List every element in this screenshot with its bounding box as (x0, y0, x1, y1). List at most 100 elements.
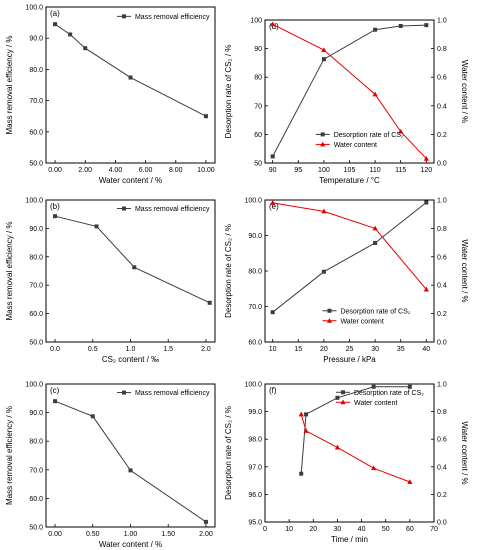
legend: Desorption rate of CS₂ Water content (335, 390, 424, 407)
legend-marker (320, 132, 325, 137)
data-point-triangle (334, 444, 341, 450)
panel-label: (d) (269, 22, 279, 31)
y-tick-label: 80.0 (29, 439, 43, 446)
y2-tick-label: 0.8 (437, 409, 447, 416)
x-tick-label: 60 (406, 526, 414, 533)
x-tick-label: 0 (263, 526, 267, 533)
data-point-square (270, 154, 275, 159)
panel-c: (c) 0.00 0.50 1.00 1.50 2.00 50.0 60.0 70.0 80.0 9… (5, 382, 216, 549)
x-tick-label: 95 (294, 167, 302, 174)
panel-f: (f) 0 10 20 30 40 50 60 70 95.0 96.0 97.0 98.0 99.0 10… (224, 382, 469, 545)
x-tick-label: 0.00 (48, 167, 62, 174)
x-axis-label: Pressure / kPa (323, 355, 376, 364)
x-tick-label: 0.00 (48, 531, 62, 538)
x-tick-label: 70 (430, 526, 438, 533)
series-line-1 (272, 202, 427, 290)
x-tick-label: 4.00 (109, 167, 123, 174)
y-tick-label: 60 (254, 132, 262, 139)
y2-tick-label: 0.8 (437, 226, 447, 233)
legend: Mass removal efficiency (116, 14, 210, 21)
panel-d: (d) 90 95 100 105 110 115 120 50 60 70 80 90 100 0.0 0.… (224, 18, 469, 186)
legend-marker (121, 206, 126, 211)
legend-marker (326, 317, 333, 323)
x-tick-label: 2.0 (201, 346, 211, 353)
y2-axis-label: Water content / % (460, 60, 469, 123)
x-tick-label: 115 (395, 167, 406, 174)
x-tick-label: 25 (346, 346, 354, 353)
data-point-square (53, 214, 58, 219)
data-point-square (68, 32, 73, 37)
x-tick-label: 0.5 (88, 346, 98, 353)
y-tick-label: 80.0 (248, 269, 262, 276)
data-point-triangle (423, 286, 429, 292)
data-point-square (270, 310, 275, 315)
data-point-square (203, 114, 208, 119)
y-axis-label: Mass removal efficiency / % (5, 222, 14, 321)
legend-entry: Mass removal efficiency (135, 206, 210, 213)
legend: Mass removal efficiency (116, 206, 210, 213)
panel-label: (e) (269, 202, 279, 211)
data-point-square (335, 395, 340, 400)
data-point-triangle (298, 411, 304, 417)
y-tick-label: 80.0 (29, 67, 43, 74)
y-tick-label: 99.0 (248, 409, 262, 416)
x-tick-label: 90 (269, 167, 277, 174)
panel-a: (a) 0.00 2.00 4.00 6.00 8.00 10.00 50.0 60.0 70.0… (5, 5, 216, 185)
data-point-square (128, 75, 133, 80)
x-tick-label: 30 (334, 526, 342, 533)
series-line-0 (54, 215, 210, 304)
y-tick-label: 96.0 (248, 492, 262, 499)
x-tick-label: 35 (397, 346, 405, 353)
x-tick-label: 1.5 (163, 346, 173, 353)
data-point-triangle (270, 21, 276, 27)
plot-frame (45, 6, 216, 164)
x-tick-label: 50 (382, 526, 390, 533)
data-point-square (321, 269, 326, 274)
legend-entry: Desorption rate of CS₂ (340, 308, 410, 315)
series-line-0 (54, 23, 207, 117)
data-point-square (299, 471, 304, 476)
data-point-square (132, 265, 137, 270)
y-tick-label: 98.0 (248, 437, 262, 444)
data-point-triangle (372, 225, 378, 231)
y-tick-label: 60.0 (248, 340, 262, 347)
y2-tick-label: 0.4 (437, 103, 447, 110)
y-axis-label: Mass removal efficiency / % (5, 36, 14, 135)
legend-entry: Desorption rate of CS₂ (354, 390, 424, 397)
x-tick-label: 15 (294, 346, 302, 353)
x-tick-label: 40 (422, 346, 430, 353)
y-tick-label: 50.0 (29, 525, 43, 532)
x-tick-label: 30 (371, 346, 379, 353)
y-axis-label: Mass removal efficiency / % (5, 406, 14, 505)
y-tick-label: 60.0 (29, 311, 43, 318)
x-tick-label: 110 (370, 167, 381, 174)
y2-tick-label: 1.0 (437, 198, 447, 205)
plot-frame (45, 383, 216, 528)
y2-tick-label: 0.0 (437, 520, 447, 527)
y-tick-label: 50.0 (29, 161, 43, 168)
legend-marker (121, 390, 126, 395)
x-tick-label: 2.00 (199, 531, 213, 538)
y2-tick-label: 1.0 (437, 382, 447, 389)
legend-marker (340, 399, 346, 405)
data-point-square (398, 24, 403, 29)
panel-b: (b) 0.0 0.5 1.0 1.5 2.0 50.0 60.0 70.0 80.0 90.0 10… (5, 198, 216, 364)
y-tick-label: 90 (254, 46, 262, 53)
y-tick-label: 100.0 (244, 198, 262, 205)
x-tick-label: 100 (318, 167, 330, 174)
legend-entry: Water content (340, 318, 383, 325)
x-tick-label: 1.00 (124, 531, 138, 538)
y-tick-label: 100.0 (25, 382, 43, 389)
y-axis-label: Desorption rate of CS₂ / % (224, 45, 233, 139)
y2-tick-label: 0.0 (437, 161, 447, 168)
data-point-square (371, 384, 376, 389)
panel-label: (a) (50, 9, 60, 18)
x-tick-label: 10 (269, 346, 277, 353)
y2-tick-label: 0.0 (437, 340, 447, 347)
data-point-square (94, 224, 99, 229)
x-axis-label: CS₂ content / ‰ (102, 355, 159, 364)
y2-tick-label: 0.6 (437, 75, 447, 82)
data-point-triangle (303, 428, 309, 433)
y-tick-label: 50 (254, 161, 262, 168)
legend-marker (121, 14, 126, 19)
